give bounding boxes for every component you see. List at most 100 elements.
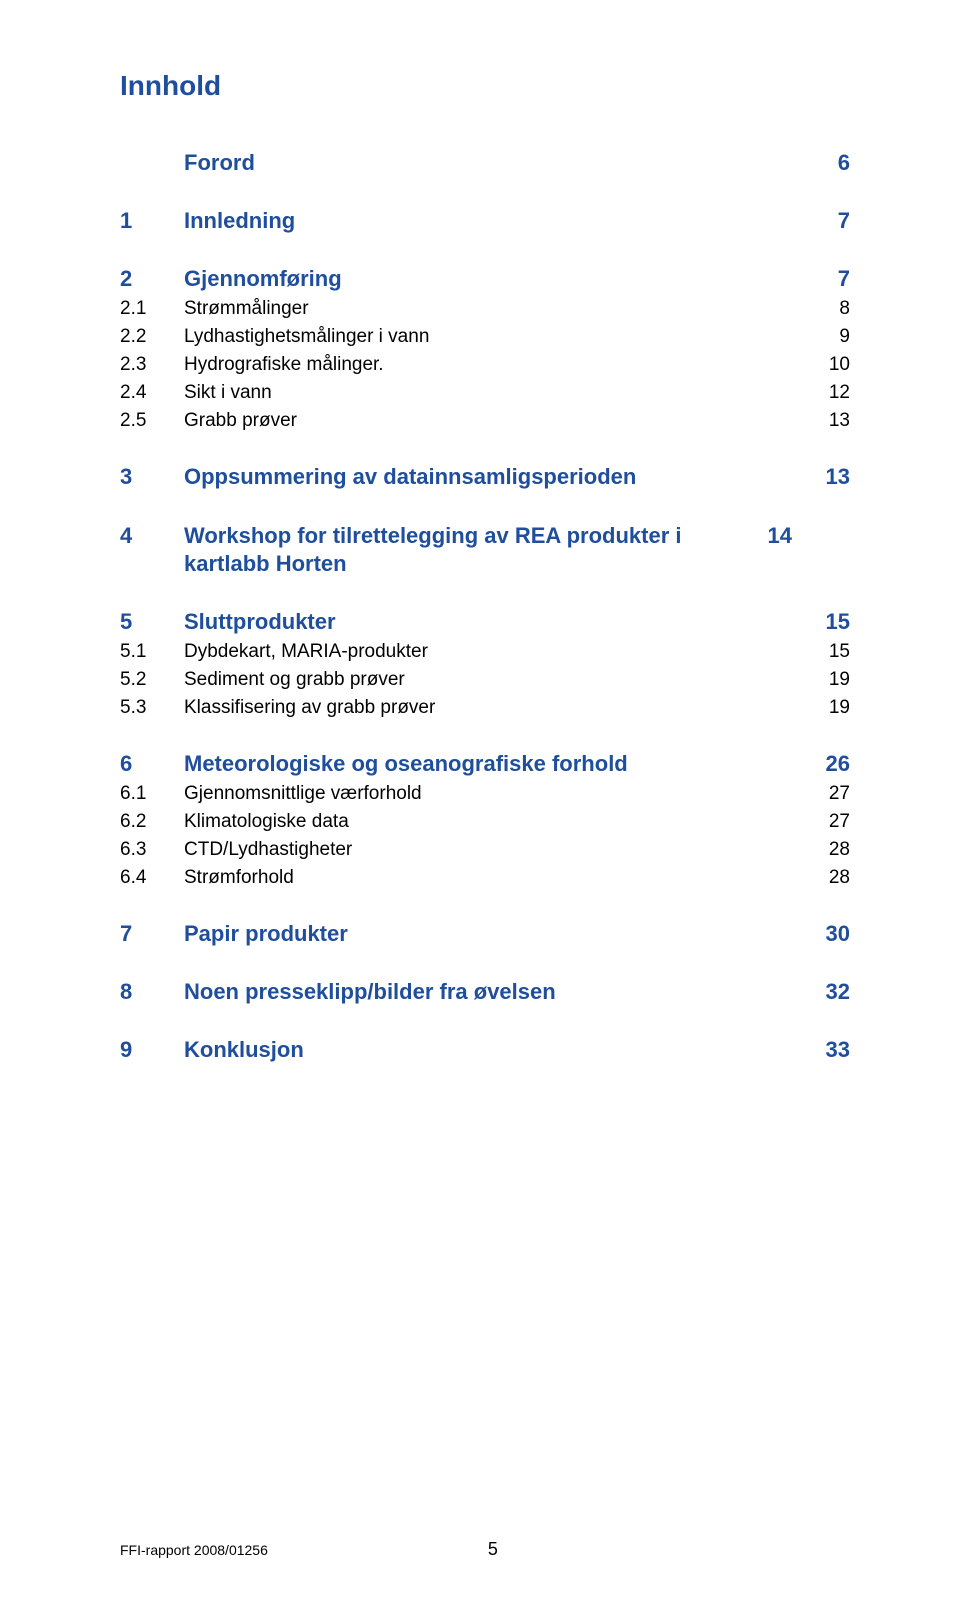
toc-entry-label: Strømforhold	[184, 867, 802, 889]
toc-entry-number: 9	[120, 1037, 184, 1063]
toc-entry-number: 6.1	[120, 783, 184, 805]
toc-entry-page: 28	[802, 867, 850, 889]
toc-entry-label: Innledning	[184, 208, 802, 234]
toc-entry-number: 5.1	[120, 641, 184, 663]
page-title: Innhold	[120, 70, 850, 102]
toc-entry-level2: 6.2Klimatologiske data27	[120, 811, 850, 833]
toc-entry-page: 10	[802, 354, 850, 376]
toc-entry-level2: 2.3Hydrografiske målinger.10	[120, 354, 850, 376]
page-number: 5	[488, 1539, 498, 1560]
toc-entry-page: 33	[802, 1037, 850, 1063]
toc-entry-level1: 9Konklusjon33	[120, 1037, 850, 1063]
toc-group: 4Workshop for tilrettelegging av REA pro…	[120, 522, 850, 577]
toc-entry-number: 1	[120, 208, 184, 234]
toc-group: 8Noen presseklipp/bilder fra øvelsen32	[120, 979, 850, 1005]
toc-group: 2Gjennomføring7 2.1Strømmålinger8 2.2Lydha…	[120, 266, 850, 432]
toc-entry-page: 12	[802, 382, 850, 404]
toc-group: 1Innledning7	[120, 208, 850, 234]
toc-entry-level1: 4Workshop for tilrettelegging av REA pro…	[120, 522, 850, 577]
toc-entry-label: CTD/Lydhastigheter	[184, 839, 802, 861]
toc-entry-number: 5.2	[120, 669, 184, 691]
table-of-contents: Forord61Innledning72Gjennomføring72.1Str…	[120, 150, 850, 1063]
toc-entry-page: 19	[802, 697, 850, 719]
toc-entry-level2: 2.4Sikt i vann12	[120, 382, 850, 404]
toc-entry-label: Workshop for tilrettelegging av REA prod…	[184, 522, 744, 577]
toc-group: 5Sluttprodukter155.1Dybdekart, MARIA-pro…	[120, 609, 850, 719]
toc-entry-label: Papir produkter	[184, 921, 802, 947]
toc-entry-page: 6	[802, 150, 850, 176]
toc-entry-label: Sikt i vann	[184, 382, 802, 404]
toc-entry-level2: 5.1Dybdekart, MARIA-produkter15	[120, 641, 850, 663]
toc-entry-label: Klassifisering av grabb prøver	[184, 697, 802, 719]
toc-entry-level2: 2.2Lydhastighetsmålinger i vann9	[120, 326, 850, 348]
toc-group: 6Meteorologiske og oseanografiske forhol…	[120, 751, 850, 889]
toc-entry-level1: 6Meteorologiske og oseanografiske forhol…	[120, 751, 850, 777]
toc-entry-label: Oppsummering av datainnsamligsperioden	[184, 464, 802, 490]
toc-entry-page: 32	[802, 979, 850, 1005]
toc-entry-number: 2.5	[120, 410, 184, 432]
toc-entry-level2: 5.3Klassifisering av grabb prøver19	[120, 697, 850, 719]
toc-entry-label: Sluttprodukter	[184, 609, 802, 635]
toc-entry-page: 27	[802, 811, 850, 833]
toc-entry-page: 19	[802, 669, 850, 691]
report-reference: FFI-rapport 2008/01256	[120, 1542, 268, 1558]
toc-entry-label: Gjennomsnittlige værforhold	[184, 783, 802, 805]
toc-entry-page: 8	[802, 298, 850, 320]
toc-entry-label: Dybdekart, MARIA-produkter	[184, 641, 802, 663]
toc-entry-page: 26	[802, 751, 850, 777]
toc-entry-page: 7	[802, 266, 850, 292]
toc-entry-level2: 2.1Strømmålinger8	[120, 298, 850, 320]
toc-entry-label: Lydhastighetsmålinger i vann	[184, 326, 802, 348]
toc-entry-level2: 6.4Strømforhold28	[120, 867, 850, 889]
toc-entry-page: 15	[802, 641, 850, 663]
toc-entry-label: Gjennomføring	[184, 266, 802, 292]
toc-entry-page: 9	[802, 326, 850, 348]
toc-entry-number: 6	[120, 751, 184, 777]
toc-entry-number: 7	[120, 921, 184, 947]
page-footer: FFI-rapport 2008/01256 5	[120, 1539, 498, 1560]
toc-entry-label: Hydrografiske målinger.	[184, 354, 802, 376]
toc-entry-label: Klimatologiske data	[184, 811, 802, 833]
toc-entry-number: 2.1	[120, 298, 184, 320]
toc-entry-page: 15	[802, 609, 850, 635]
toc-group: 7Papir produkter30	[120, 921, 850, 947]
toc-entry-label: Noen presseklipp/bilder fra øvelsen	[184, 979, 802, 1005]
toc-group: Forord6	[120, 150, 850, 176]
toc-entry-level2: 6.1Gjennomsnittlige værforhold27	[120, 783, 850, 805]
toc-entry-level1: Forord6	[120, 150, 850, 176]
toc-entry-page: 13	[802, 464, 850, 490]
toc-entry-number: 2.3	[120, 354, 184, 376]
toc-entry-number: 2.4	[120, 382, 184, 404]
toc-entry-label: Strømmålinger	[184, 298, 802, 320]
toc-entry-page: 14	[744, 523, 792, 549]
toc-entry-label: Grabb prøver	[184, 410, 802, 432]
toc-entry-level1: 1Innledning7	[120, 208, 850, 234]
toc-entry-level2: 5.2Sediment og grabb prøver19	[120, 669, 850, 691]
toc-entry-label: Forord	[184, 150, 802, 176]
toc-entry-level1: 2Gjennomføring7	[120, 266, 850, 292]
toc-entry-level1: 5Sluttprodukter15	[120, 609, 850, 635]
toc-entry-number: 2	[120, 266, 184, 292]
toc-entry-number: 2.2	[120, 326, 184, 348]
toc-entry-level1: 7Papir produkter30	[120, 921, 850, 947]
toc-entry-label: Konklusjon	[184, 1037, 802, 1063]
toc-group: 3Oppsummering av datainnsamligsperioden1…	[120, 464, 850, 490]
toc-entry-number: 6.3	[120, 839, 184, 861]
toc-entry-level2: 6.3CTD/Lydhastigheter28	[120, 839, 850, 861]
toc-entry-page: 28	[802, 839, 850, 861]
toc-entry-number: 8	[120, 979, 184, 1005]
toc-group: 9Konklusjon33	[120, 1037, 850, 1063]
toc-entry-number: 5	[120, 609, 184, 635]
toc-entry-level1: 3Oppsummering av datainnsamligsperioden1…	[120, 464, 850, 490]
toc-entry-number: 3	[120, 464, 184, 490]
toc-entry-level2: 2.5Grabb prøver13	[120, 410, 850, 432]
toc-entry-label: Sediment og grabb prøver	[184, 669, 802, 691]
toc-entry-number: 5.3	[120, 697, 184, 719]
toc-entry-number: 4	[120, 523, 184, 549]
toc-entry-page: 13	[802, 410, 850, 432]
toc-entry-page: 27	[802, 783, 850, 805]
toc-entry-page: 30	[802, 921, 850, 947]
toc-entry-number: 6.4	[120, 867, 184, 889]
toc-entry-number: 6.2	[120, 811, 184, 833]
toc-entry-label: Meteorologiske og oseanografiske forhold	[184, 751, 802, 777]
